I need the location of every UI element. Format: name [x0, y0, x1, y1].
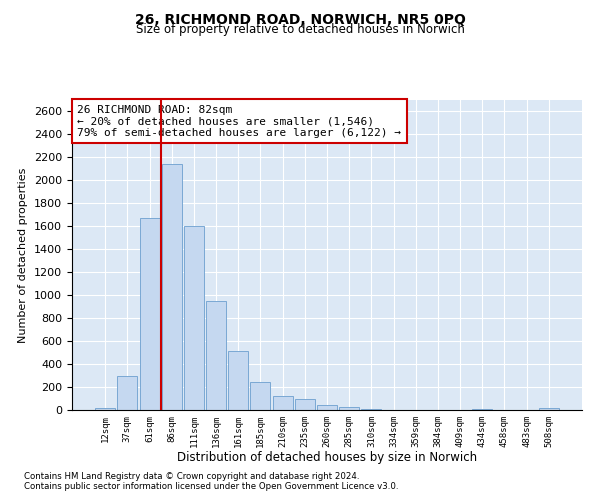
- Bar: [228, 352, 248, 410]
- Bar: [184, 226, 204, 410]
- Bar: [206, 301, 226, 410]
- Bar: [250, 382, 271, 410]
- Text: Size of property relative to detached houses in Norwich: Size of property relative to detached ho…: [136, 22, 464, 36]
- Bar: [162, 164, 182, 410]
- Text: Contains public sector information licensed under the Open Government Licence v3: Contains public sector information licen…: [24, 482, 398, 491]
- Bar: [95, 408, 115, 410]
- Text: Distribution of detached houses by size in Norwich: Distribution of detached houses by size …: [177, 451, 477, 464]
- Bar: [539, 408, 559, 410]
- Bar: [472, 409, 492, 410]
- Bar: [339, 407, 359, 410]
- Bar: [118, 376, 137, 410]
- Text: 26 RICHMOND ROAD: 82sqm
← 20% of detached houses are smaller (1,546)
79% of semi: 26 RICHMOND ROAD: 82sqm ← 20% of detache…: [77, 104, 401, 138]
- Bar: [361, 409, 382, 410]
- Bar: [317, 405, 337, 410]
- Bar: [272, 396, 293, 410]
- Y-axis label: Number of detached properties: Number of detached properties: [19, 168, 28, 342]
- Text: 26, RICHMOND ROAD, NORWICH, NR5 0PQ: 26, RICHMOND ROAD, NORWICH, NR5 0PQ: [134, 12, 466, 26]
- Text: Contains HM Land Registry data © Crown copyright and database right 2024.: Contains HM Land Registry data © Crown c…: [24, 472, 359, 481]
- Bar: [140, 218, 160, 410]
- Bar: [295, 398, 315, 410]
